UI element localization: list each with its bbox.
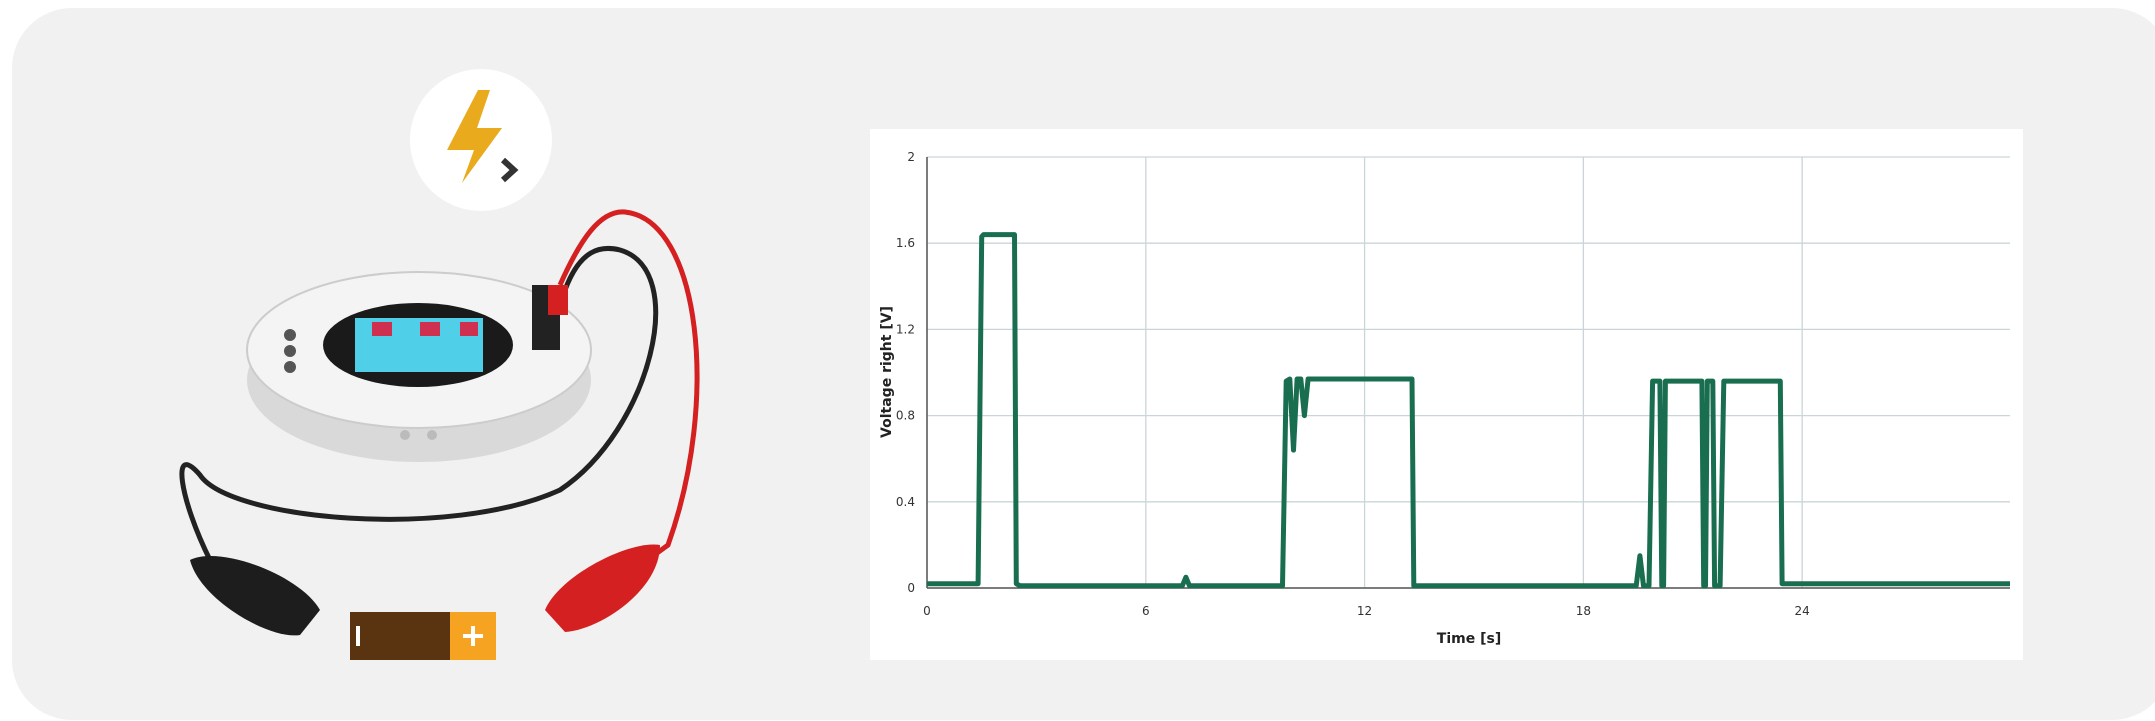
chart-panel [870, 129, 2023, 660]
y-axis-label: Voltage right [V] [879, 306, 895, 438]
led [427, 430, 437, 440]
y-tick-label: 0.4 [896, 495, 915, 509]
screenshot: Time [s] Voltage right [V] 0 0.4 0.8 1.2 1.6… [0, 0, 2155, 721]
y-tick-label: 0 [907, 581, 915, 595]
x-tick-label: 12 [1357, 604, 1372, 618]
y-tick-label: 1.2 [896, 322, 915, 336]
y-tick-label: 1.6 [896, 236, 915, 250]
battery-body [350, 612, 450, 660]
y-tick-label: 0.8 [896, 409, 915, 423]
display-pixels [372, 322, 392, 336]
x-tick-label: 0 [923, 604, 931, 618]
x-tick-label: 24 [1795, 604, 1810, 618]
led [400, 430, 410, 440]
plug-red [548, 285, 568, 315]
x-tick-label: 6 [1142, 604, 1150, 618]
display-pixels [460, 322, 478, 336]
y-tick-label: 2 [907, 150, 915, 164]
port [284, 329, 296, 341]
x-axis-label: Time [s] [1437, 631, 1501, 647]
port [284, 361, 296, 373]
x-tick-label: 18 [1576, 604, 1591, 618]
port [284, 345, 296, 357]
display-pixels [420, 322, 440, 336]
